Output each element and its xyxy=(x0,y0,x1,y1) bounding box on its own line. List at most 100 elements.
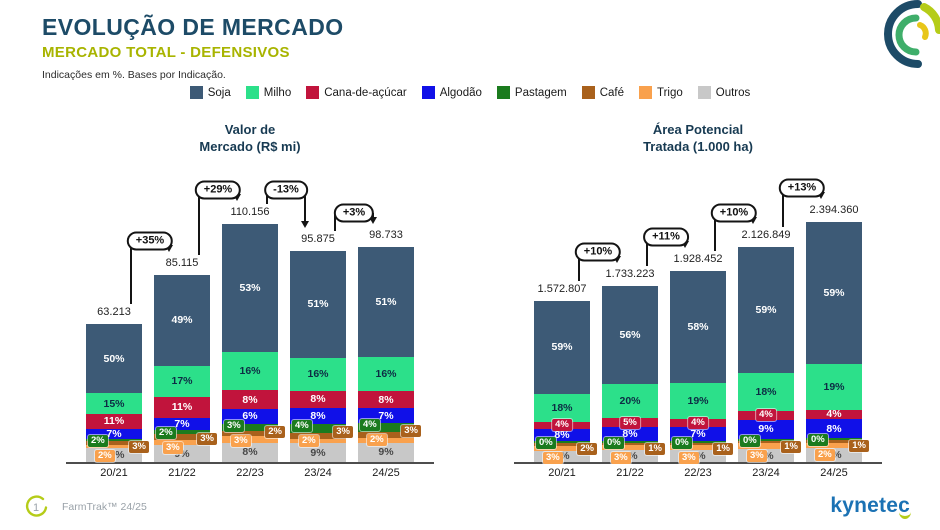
legend-swatch xyxy=(581,86,595,99)
legend-item-outros: Outros xyxy=(697,86,751,99)
segment-trigo xyxy=(86,445,142,449)
growth-connector-left-leg xyxy=(782,188,784,227)
stacked-bar-23-24: 51% 16% 8% 8% 9% 4% 3% 2% xyxy=(290,251,353,462)
segment-soja: 58% xyxy=(670,270,726,383)
valor-de-mercado-chart: Valor de Mercado (R$ mi) 50%15%11%7%10%2… xyxy=(40,122,460,479)
legend-item-caf: Café xyxy=(581,86,624,99)
segment-pastagem xyxy=(602,440,658,443)
header: EVOLUÇÃO DE MERCADO MERCADO TOTAL - DEFE… xyxy=(42,14,344,81)
segment-label-chip-pastagem: 0% xyxy=(672,436,692,449)
segment-milho: 16% xyxy=(290,357,346,392)
arrow-down-icon xyxy=(369,216,377,224)
segment-milho: 19% xyxy=(670,382,726,420)
segment-milho: 18% xyxy=(534,393,590,423)
product-label: FarmTrak™ 24/25 xyxy=(62,501,147,513)
x-axis-line xyxy=(66,462,434,464)
segment-caf xyxy=(602,442,658,445)
segment-pastagem xyxy=(222,423,278,431)
segment-label-chip-pastagem: 4% xyxy=(292,420,312,433)
segment-milho: 19% xyxy=(806,364,862,410)
segment-label-chip-caf: 3% xyxy=(129,440,149,453)
segment-label-chip-cana-de-a-car: 4% xyxy=(756,409,776,422)
brand-text: kynetec xyxy=(830,494,910,517)
x-axis-label: 20/21 xyxy=(548,467,576,479)
segment-pastagem xyxy=(154,430,210,435)
legend-label: Algodão xyxy=(439,86,482,99)
segment-pastagem xyxy=(806,438,862,441)
growth-connector-left-leg xyxy=(646,236,648,267)
growth-connector-left-leg xyxy=(578,252,580,281)
stacked-bar-22-23: 53% 16% 8% 6% 8% 3% 2% 3% xyxy=(222,224,285,462)
stacked-bar-24-25: 59%19%4%8%6%0%1%2% xyxy=(806,222,869,462)
bar-total: 1.928.452 xyxy=(673,252,723,265)
segment-label-chip-caf: 2% xyxy=(577,443,597,456)
x-axis-label: 21/22 xyxy=(168,467,196,479)
x-axis-label: 24/25 xyxy=(820,467,848,479)
legend-label: Outros xyxy=(715,86,751,99)
segment-label-chip-pastagem: 0% xyxy=(808,434,828,447)
legend-label: Trigo xyxy=(656,86,683,99)
chart-title-line2: Tratada (1.000 ha) xyxy=(643,138,753,154)
bar-total: 110.156 xyxy=(230,206,270,219)
bar-total: 2.394.360 xyxy=(809,204,859,217)
bar-total: 1.572.807 xyxy=(537,282,587,295)
chart-title-line1: Valor de xyxy=(224,122,276,137)
segment-cana-de-a-car: 4% xyxy=(806,408,862,420)
legend-label: Milho xyxy=(263,86,292,99)
charts-row: Valor de Mercado (R$ mi) 50%15%11%7%10%2… xyxy=(0,122,940,479)
legend-item-soja: Soja xyxy=(189,86,231,99)
x-axis-labels: 20/21 21/22 22/23 23/24 24/25 xyxy=(528,467,868,479)
chart-title: Valor de Mercado (R$ mi) xyxy=(40,122,460,156)
segment-label-chip-pastagem: 2% xyxy=(88,434,108,447)
growth-badge: +3% xyxy=(333,203,375,223)
segment-trigo xyxy=(670,444,726,451)
segment-label-chip-caf: 1% xyxy=(849,440,869,453)
segment-outros: 9% xyxy=(290,443,346,462)
bar-total: 1.733.223 xyxy=(605,268,655,281)
segment-caf xyxy=(534,443,590,447)
legend-swatch xyxy=(496,86,510,99)
growth-connector-left-leg xyxy=(130,240,132,305)
segment-pastagem xyxy=(670,440,726,443)
growth-badge: -13% xyxy=(264,180,308,200)
segment-soja: 53% xyxy=(222,224,278,352)
segment-label-chip-trigo: 3% xyxy=(611,451,631,464)
segment-label-chip-caf: 3% xyxy=(333,426,353,439)
growth-badge: +10% xyxy=(574,242,622,262)
segment-label-chip-cana-de-a-car: 4% xyxy=(688,417,708,430)
segment-label-chip-pastagem: 0% xyxy=(536,437,556,450)
stacked-bar-20-21: 50%15%11%7%10%2%3%2% xyxy=(86,324,149,462)
legend-swatch xyxy=(638,86,652,99)
segment-label-chip-trigo: 3% xyxy=(231,434,251,447)
segment-cana-de-a-car: 11% xyxy=(154,397,210,418)
growth-badge: +29% xyxy=(194,180,242,200)
segment-outros: 9% xyxy=(358,442,414,462)
brand-accent-swoosh xyxy=(899,509,911,519)
segment-milho: 15% xyxy=(86,393,142,414)
page-number-badge: 1 xyxy=(25,495,48,517)
segment-label-chip-caf: 1% xyxy=(645,442,665,455)
growth-connector-left-leg xyxy=(714,212,716,251)
legend: Soja Milho Cana-de-açúcar Algodão Pastagem Ca… xyxy=(0,86,940,99)
segment-pastagem xyxy=(358,423,414,432)
segment-trigo xyxy=(738,442,794,450)
growth-badge: +35% xyxy=(126,231,174,251)
segment-soja: 49% xyxy=(154,274,210,366)
segment-algod-o: 7% xyxy=(86,428,142,440)
segment-cana-de-a-car: 11% xyxy=(86,413,142,429)
segment-trigo xyxy=(602,444,658,450)
segment-label-chip-pastagem: 3% xyxy=(224,419,244,432)
segment-label-chip-trigo: 2% xyxy=(815,449,835,462)
x-axis-label: 23/24 xyxy=(304,467,332,479)
segment-algod-o: 8% xyxy=(290,407,346,425)
segment-label-chip-trigo: 2% xyxy=(367,434,387,447)
segment-soja: 56% xyxy=(602,286,658,384)
page-subtitle: MERCADO TOTAL - DEFENSIVOS xyxy=(42,44,290,61)
segment-cana-de-a-car: 8% xyxy=(290,391,346,408)
chart-title: Área Potencial Tratada (1.000 ha) xyxy=(488,122,908,156)
bar-total: 95.875 xyxy=(301,233,335,246)
segment-label-chip-caf: 1% xyxy=(781,440,801,453)
segment-label-chip-caf: 1% xyxy=(713,442,733,455)
legend-label: Cana-de-açúcar xyxy=(324,86,407,99)
page-title: EVOLUÇÃO DE MERCADO xyxy=(42,14,344,40)
